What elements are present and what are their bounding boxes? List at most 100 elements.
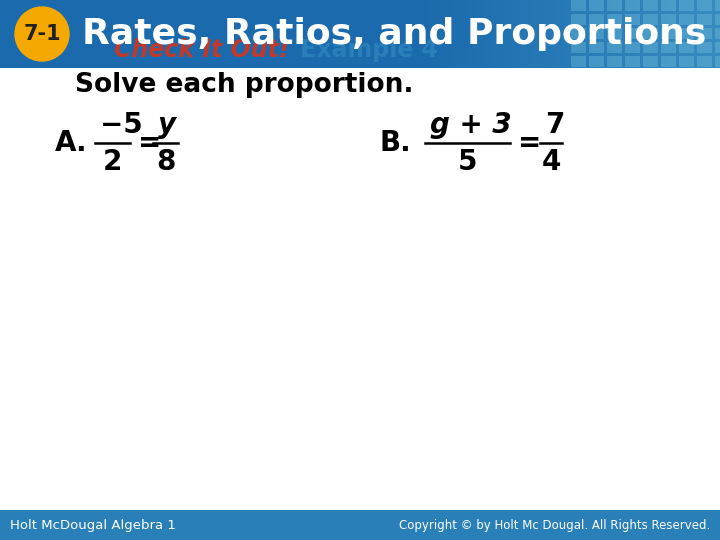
FancyBboxPatch shape: [511, 0, 512, 68]
FancyBboxPatch shape: [597, 0, 598, 68]
FancyBboxPatch shape: [512, 0, 513, 68]
FancyBboxPatch shape: [589, 0, 604, 11]
FancyBboxPatch shape: [624, 0, 625, 68]
FancyBboxPatch shape: [653, 0, 654, 68]
FancyBboxPatch shape: [700, 0, 701, 68]
FancyBboxPatch shape: [709, 0, 710, 68]
FancyBboxPatch shape: [488, 0, 489, 68]
FancyBboxPatch shape: [697, 42, 712, 53]
FancyBboxPatch shape: [599, 0, 600, 68]
FancyBboxPatch shape: [458, 0, 459, 68]
FancyBboxPatch shape: [575, 0, 576, 68]
FancyBboxPatch shape: [557, 0, 558, 68]
FancyBboxPatch shape: [626, 0, 627, 68]
FancyBboxPatch shape: [604, 0, 605, 68]
FancyBboxPatch shape: [474, 0, 475, 68]
FancyBboxPatch shape: [627, 0, 628, 68]
FancyBboxPatch shape: [556, 0, 557, 68]
FancyBboxPatch shape: [571, 42, 586, 53]
Text: Check It Out!: Check It Out!: [114, 38, 290, 62]
FancyBboxPatch shape: [518, 0, 519, 68]
FancyBboxPatch shape: [643, 0, 644, 68]
FancyBboxPatch shape: [620, 0, 621, 68]
FancyBboxPatch shape: [689, 0, 690, 68]
FancyBboxPatch shape: [581, 0, 582, 68]
FancyBboxPatch shape: [522, 0, 523, 68]
FancyBboxPatch shape: [619, 0, 620, 68]
FancyBboxPatch shape: [625, 56, 640, 67]
FancyBboxPatch shape: [706, 0, 707, 68]
FancyBboxPatch shape: [501, 0, 502, 68]
FancyBboxPatch shape: [493, 0, 494, 68]
FancyBboxPatch shape: [625, 28, 640, 39]
FancyBboxPatch shape: [592, 0, 593, 68]
FancyBboxPatch shape: [571, 14, 586, 25]
FancyBboxPatch shape: [477, 0, 478, 68]
FancyBboxPatch shape: [717, 0, 718, 68]
FancyBboxPatch shape: [638, 0, 639, 68]
FancyBboxPatch shape: [695, 0, 696, 68]
FancyBboxPatch shape: [607, 0, 622, 11]
FancyBboxPatch shape: [499, 0, 500, 68]
FancyBboxPatch shape: [527, 0, 528, 68]
FancyBboxPatch shape: [541, 0, 542, 68]
FancyBboxPatch shape: [642, 0, 643, 68]
FancyBboxPatch shape: [684, 0, 685, 68]
FancyBboxPatch shape: [524, 0, 525, 68]
FancyBboxPatch shape: [630, 0, 631, 68]
FancyBboxPatch shape: [506, 0, 507, 68]
FancyBboxPatch shape: [697, 14, 712, 25]
FancyBboxPatch shape: [715, 0, 720, 11]
FancyBboxPatch shape: [533, 0, 534, 68]
FancyBboxPatch shape: [553, 0, 554, 68]
FancyBboxPatch shape: [690, 0, 691, 68]
FancyBboxPatch shape: [565, 0, 566, 68]
FancyBboxPatch shape: [616, 0, 617, 68]
FancyBboxPatch shape: [470, 0, 471, 68]
FancyBboxPatch shape: [708, 0, 709, 68]
Circle shape: [15, 7, 69, 61]
FancyBboxPatch shape: [676, 0, 677, 68]
FancyBboxPatch shape: [649, 0, 650, 68]
FancyBboxPatch shape: [579, 0, 580, 68]
FancyBboxPatch shape: [479, 0, 480, 68]
FancyBboxPatch shape: [467, 0, 468, 68]
FancyBboxPatch shape: [585, 0, 586, 68]
FancyBboxPatch shape: [704, 0, 705, 68]
Text: B.: B.: [380, 129, 412, 157]
FancyBboxPatch shape: [574, 0, 575, 68]
FancyBboxPatch shape: [498, 0, 499, 68]
FancyBboxPatch shape: [521, 0, 522, 68]
FancyBboxPatch shape: [596, 0, 597, 68]
FancyBboxPatch shape: [505, 0, 506, 68]
FancyBboxPatch shape: [608, 0, 609, 68]
FancyBboxPatch shape: [491, 0, 492, 68]
FancyBboxPatch shape: [661, 42, 676, 53]
FancyBboxPatch shape: [497, 0, 498, 68]
FancyBboxPatch shape: [611, 0, 612, 68]
FancyBboxPatch shape: [637, 0, 638, 68]
FancyBboxPatch shape: [644, 0, 645, 68]
Text: 4: 4: [541, 148, 561, 176]
FancyBboxPatch shape: [648, 0, 649, 68]
FancyBboxPatch shape: [607, 42, 622, 53]
FancyBboxPatch shape: [667, 0, 668, 68]
FancyBboxPatch shape: [463, 0, 464, 68]
FancyBboxPatch shape: [583, 0, 584, 68]
FancyBboxPatch shape: [529, 0, 530, 68]
FancyBboxPatch shape: [591, 0, 592, 68]
FancyBboxPatch shape: [559, 0, 560, 68]
FancyBboxPatch shape: [623, 0, 624, 68]
FancyBboxPatch shape: [703, 0, 704, 68]
FancyBboxPatch shape: [683, 0, 684, 68]
FancyBboxPatch shape: [699, 0, 700, 68]
FancyBboxPatch shape: [570, 0, 571, 68]
Text: A.: A.: [55, 129, 88, 157]
FancyBboxPatch shape: [537, 0, 538, 68]
FancyBboxPatch shape: [571, 28, 586, 39]
FancyBboxPatch shape: [526, 0, 527, 68]
FancyBboxPatch shape: [621, 0, 622, 68]
FancyBboxPatch shape: [661, 14, 676, 25]
FancyBboxPatch shape: [558, 0, 559, 68]
FancyBboxPatch shape: [696, 0, 697, 68]
